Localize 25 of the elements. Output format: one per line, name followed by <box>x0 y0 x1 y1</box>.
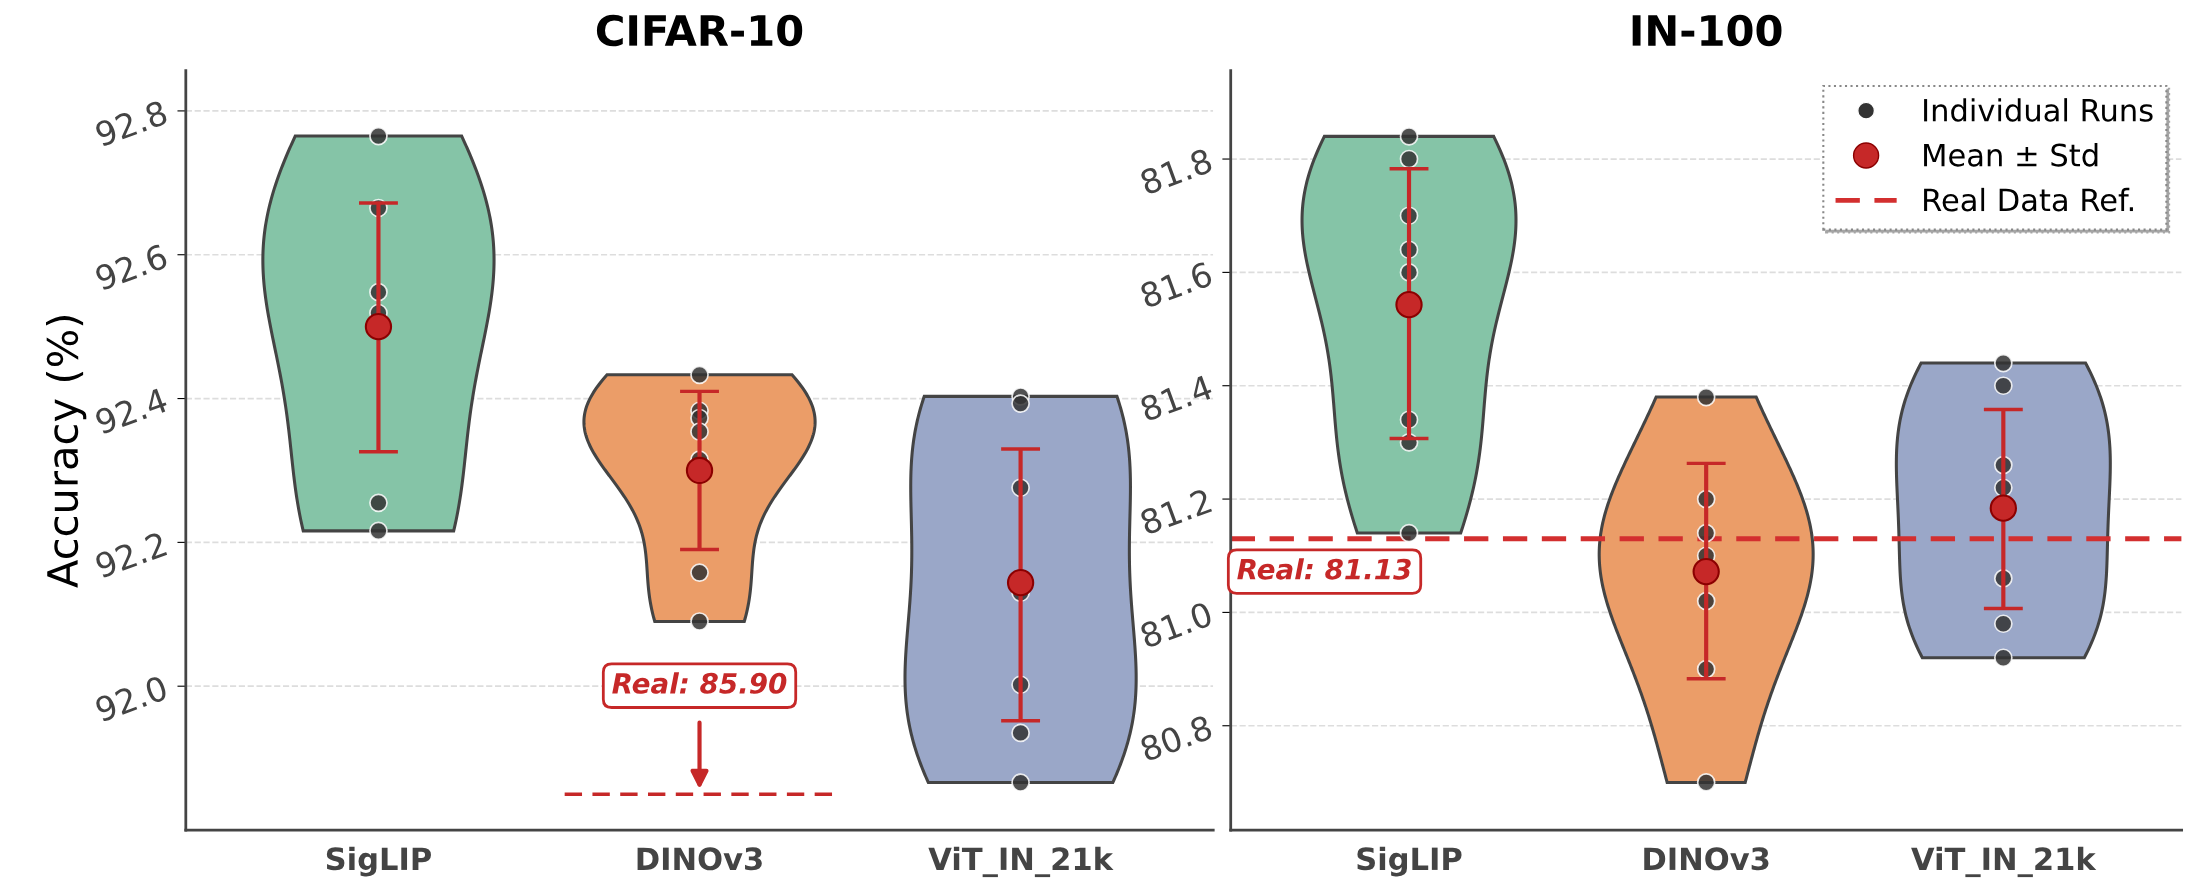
legend-label: Real Data Ref. <box>1924 187 2133 212</box>
y-tick-label: 81.6 <box>1139 260 1214 309</box>
legend-label: Mean ± Std <box>1924 142 2098 167</box>
annotation: Real: 85.90 <box>612 672 787 694</box>
x-tick-label: SigLIP <box>1357 846 1462 877</box>
chart-title: CIFAR-10 <box>596 14 803 47</box>
y-tick-label: 92.8 <box>94 99 169 148</box>
x-tick-label: ViT_IN_21k <box>928 846 1114 878</box>
y-tick-label: 81.8 <box>1139 147 1214 196</box>
legend-label: Individual Runs <box>1924 98 2153 122</box>
y-tick-label: 92.0 <box>94 674 169 723</box>
x-tick-label: DINOv3 <box>637 847 762 871</box>
y-tick-label: 81.2 <box>1139 488 1213 536</box>
y-tick-label: 80.8 <box>1139 714 1214 762</box>
annotation: Real: 81.13 <box>1237 558 1411 580</box>
x-tick-label: ViT_IN_21k <box>1911 846 2097 878</box>
y-tick-label: 92.4 <box>94 387 169 435</box>
chart-title: IN-100 <box>1632 14 1782 47</box>
y-axis-title: Accuracy (%) <box>46 316 87 588</box>
x-tick-label: SigLIP <box>326 846 431 877</box>
x-tick-label: DINOv3 <box>1644 847 1769 871</box>
y-tick-label: 92.2 <box>94 531 168 579</box>
y-tick-label: 81.0 <box>1139 601 1214 649</box>
y-tick-label: 92.6 <box>94 243 169 291</box>
y-tick-label: 81.4 <box>1139 374 1214 422</box>
